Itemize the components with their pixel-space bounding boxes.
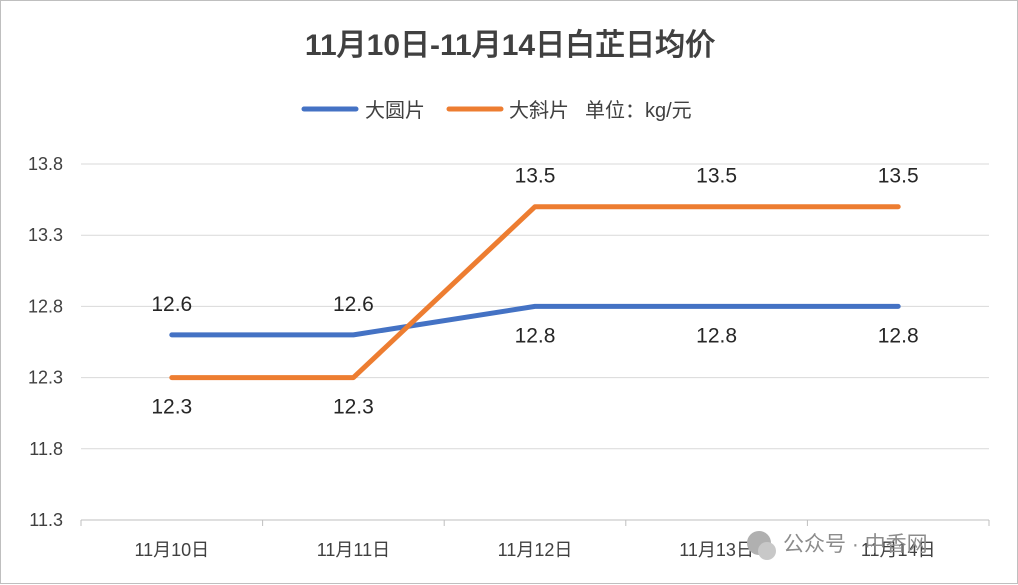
watermark-text: 公众号 · 中香网	[783, 533, 928, 556]
y-tick-label: 12.3	[28, 368, 63, 388]
chart-title: 11月10日-11月14日白芷日均价	[305, 29, 715, 62]
legend-label-series-1: 大圆片	[365, 99, 425, 122]
data-label: 12.8	[515, 324, 556, 347]
data-label: 13.5	[696, 165, 737, 188]
data-label: 12.3	[151, 396, 192, 419]
y-tick-label: 11.3	[29, 510, 63, 530]
y-tick-label: 13.3	[28, 225, 63, 245]
x-tick-label: 11月10日	[134, 540, 209, 560]
data-label: 12.8	[696, 324, 737, 347]
unit-label: 单位：kg/元	[585, 99, 692, 122]
series-lines	[169, 204, 901, 381]
data-labels: 12.6 12.6 12.8 12.8 12.8 12.3 12.3 13.5 13.5 13.5	[151, 165, 918, 419]
data-label: 13.5	[515, 165, 556, 188]
watermark: 公众号 · 中香网	[747, 531, 928, 560]
data-label: 12.3	[333, 396, 374, 419]
legend: 大圆片 大斜片 单位：kg/元	[301, 99, 692, 122]
y-tick-label: 11.8	[29, 439, 63, 459]
y-tick-label: 13.8	[28, 154, 63, 174]
wechat-icon-bubble	[758, 542, 776, 560]
y-tick-label: 12.8	[28, 296, 63, 316]
data-label: 12.8	[878, 324, 919, 347]
legend-label-series-2: 大斜片	[509, 99, 569, 122]
data-label: 12.6	[151, 293, 192, 316]
data-label: 12.6	[333, 293, 374, 316]
series-line-1	[169, 303, 901, 338]
x-tick-label: 11月13日	[679, 540, 754, 560]
series-line-2	[169, 204, 901, 381]
x-tick-label: 11月14日	[861, 540, 936, 560]
x-tick-label: 11月11日	[317, 540, 390, 560]
data-label: 13.5	[878, 165, 919, 188]
x-axis: 11月10日 11月11日 11月12日 11月13日 11月14日	[80, 519, 990, 560]
y-axis-tick-labels: 11.3 11.8 12.3 12.8 13.3 13.8	[28, 154, 63, 530]
x-tick-label: 11月12日	[498, 540, 573, 560]
